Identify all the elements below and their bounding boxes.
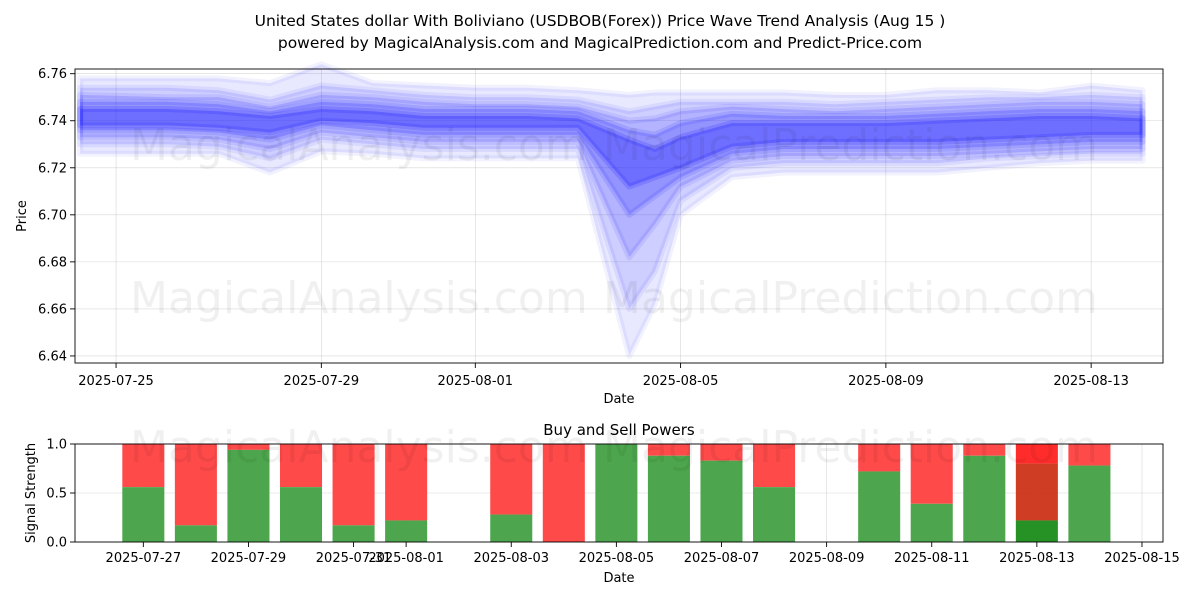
price-x-tick-label: 2025-08-01: [438, 374, 514, 389]
buy-bar: [963, 455, 1006, 542]
sell-bar: [753, 444, 796, 488]
watermark-prediction-top-2: MagicalPrediction.com: [603, 273, 1098, 324]
buy-bar: [700, 460, 743, 542]
signal-x-tick-label: 2025-08-09: [789, 551, 865, 566]
price-gridlines: [75, 69, 1163, 363]
buy-bar: [595, 444, 638, 542]
price-x-tick-label: 2025-08-05: [643, 374, 719, 389]
sell-bar: [279, 444, 323, 488]
signal-x-axis-label: Date: [603, 571, 634, 586]
sell-bar: [858, 444, 901, 472]
price-y-ticks: 6.64 6.66 6.68 6.70 6.72 6.74 6.76: [38, 67, 75, 364]
signal-x-tick-label: 2025-07-31: [316, 551, 392, 566]
price-y-tick-label: 6.64: [38, 349, 67, 364]
signal-chart-title: Buy and Sell Powers: [543, 421, 695, 439]
sell-bar: [332, 444, 375, 526]
signal-y-tick-label: 0.0: [46, 536, 67, 551]
buy-bar: [227, 449, 270, 542]
sell-bar-overlap: [1015, 463, 1058, 521]
price-chart: MagicalAnalysis.com MagicalPrediction.co…: [15, 61, 1164, 407]
watermark-prediction-top-1: MagicalPrediction.com: [603, 120, 1098, 171]
price-y-tick-label: 6.72: [38, 161, 67, 176]
buy-bar: [332, 525, 375, 542]
signal-x-tick-label: 2025-07-29: [211, 551, 287, 566]
signal-x-tick-label: 2025-08-05: [579, 551, 655, 566]
price-x-tick-label: 2025-08-13: [1053, 374, 1129, 389]
price-wave-band-3: [77, 98, 1146, 218]
sell-bar: [963, 444, 1006, 456]
signal-y-tick-label: 1.0: [46, 438, 67, 453]
price-y-tick-label: 6.66: [38, 302, 67, 317]
buy-bar: [1015, 520, 1058, 542]
signal-y-ticks: 0.0 0.5 1.0: [46, 438, 75, 551]
price-wave-band-4: [77, 106, 1146, 190]
price-x-tick-label: 2025-07-25: [78, 374, 154, 389]
price-wave-bands: [77, 61, 1146, 359]
signal-x-tick-label: 2025-08-13: [999, 551, 1075, 566]
sell-bar: [647, 444, 690, 456]
sell-bar: [227, 444, 270, 450]
watermark-analysis-top-2: MagicalAnalysis.com: [130, 273, 588, 324]
signal-x-tick-label: 2025-08-07: [684, 551, 760, 566]
sell-bar: [1068, 444, 1111, 466]
signal-x-tick-label: 2025-08-15: [1104, 551, 1180, 566]
signal-chart: Buy and Sell Powers MagicalAnalysis.com …: [24, 421, 1180, 586]
sell-bar: [174, 444, 217, 526]
buy-bar: [858, 471, 901, 542]
price-x-axis-label: Date: [603, 392, 634, 407]
buy-bar: [910, 503, 953, 542]
signal-x-tick-label: 2025-08-11: [894, 551, 970, 566]
sell-bar: [542, 444, 585, 542]
buy-bar: [174, 525, 217, 542]
price-wave-band-2: [77, 91, 1146, 261]
buy-bar: [279, 487, 323, 542]
buy-bar: [490, 514, 533, 542]
figure-title-line1: United States dollar With Boliviano (USD…: [255, 12, 946, 30]
buy-bar: [122, 487, 165, 542]
price-x-tick-label: 2025-08-09: [848, 374, 924, 389]
price-y-tick-label: 6.70: [38, 208, 67, 223]
buy-bar: [647, 455, 690, 542]
figure-title-line2: powered by MagicalAnalysis.com and Magic…: [278, 34, 922, 52]
buy-bar: [753, 487, 796, 542]
sell-bar: [910, 444, 953, 504]
sell-bar: [490, 444, 533, 515]
price-wave-band-0: [77, 61, 1146, 359]
signal-bars: [122, 444, 1111, 542]
price-x-tick-label: 2025-07-29: [284, 374, 360, 389]
price-y-tick-label: 6.68: [38, 255, 67, 270]
signal-x-tick-label: 2025-07-27: [106, 551, 182, 566]
price-y-axis-label: Price: [15, 200, 30, 232]
price-x-ticks: 2025-07-25 2025-07-29 2025-08-01 2025-08-05…: [78, 363, 1129, 389]
buy-bar: [1068, 465, 1111, 542]
price-wave-band-1: [77, 82, 1146, 312]
watermark-analysis-top-1: MagicalAnalysis.com: [130, 120, 588, 171]
signal-x-tick-label: 2025-08-01: [368, 551, 444, 566]
sell-bar: [700, 444, 743, 461]
signal-y-axis-label: Signal Strength: [24, 443, 39, 543]
price-y-tick-label: 6.76: [38, 67, 67, 82]
price-plot-frame: [74, 68, 1164, 364]
sell-bar: [385, 444, 428, 521]
signal-y-tick-label: 0.5: [46, 487, 67, 502]
watermark-analysis-bottom: MagicalAnalysis.com: [130, 422, 588, 473]
signal-x-tick-label: 2025-08-03: [473, 551, 549, 566]
signal-x-ticks: 2025-07-27 2025-07-29 2025-07-312025-08-01…: [106, 542, 1180, 566]
price-y-tick-label: 6.74: [38, 114, 67, 129]
sell-bar: [1015, 444, 1058, 464]
sell-bar: [122, 444, 165, 488]
watermark-prediction-bottom: MagicalPrediction.com: [603, 422, 1098, 473]
buy-bar: [385, 520, 428, 542]
